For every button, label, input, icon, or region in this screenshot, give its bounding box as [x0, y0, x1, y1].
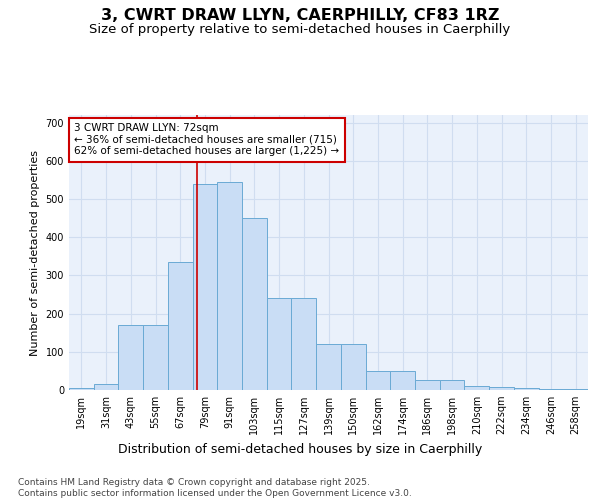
Bar — [341, 344, 365, 390]
Bar — [514, 388, 539, 390]
Text: Distribution of semi-detached houses by size in Caerphilly: Distribution of semi-detached houses by … — [118, 442, 482, 456]
Text: 3, CWRT DRAW LLYN, CAERPHILLY, CF83 1RZ: 3, CWRT DRAW LLYN, CAERPHILLY, CF83 1RZ — [101, 8, 499, 22]
Bar — [143, 325, 168, 390]
Bar — [267, 298, 292, 390]
Text: 3 CWRT DRAW LLYN: 72sqm
← 36% of semi-detached houses are smaller (715)
62% of s: 3 CWRT DRAW LLYN: 72sqm ← 36% of semi-de… — [74, 123, 340, 156]
Bar — [316, 344, 341, 390]
Bar — [539, 389, 563, 390]
Bar — [292, 298, 316, 390]
Bar — [94, 384, 118, 390]
Bar — [563, 389, 588, 390]
Bar — [118, 325, 143, 390]
Bar — [217, 182, 242, 390]
Bar — [489, 387, 514, 390]
Bar — [365, 371, 390, 390]
Text: Size of property relative to semi-detached houses in Caerphilly: Size of property relative to semi-detach… — [89, 22, 511, 36]
Bar — [242, 218, 267, 390]
Bar — [464, 386, 489, 390]
Bar — [390, 371, 415, 390]
Y-axis label: Number of semi-detached properties: Number of semi-detached properties — [30, 150, 40, 356]
Text: Contains HM Land Registry data © Crown copyright and database right 2025.
Contai: Contains HM Land Registry data © Crown c… — [18, 478, 412, 498]
Bar — [69, 388, 94, 390]
Bar — [415, 380, 440, 390]
Bar — [168, 262, 193, 390]
Bar — [440, 380, 464, 390]
Bar — [193, 184, 217, 390]
